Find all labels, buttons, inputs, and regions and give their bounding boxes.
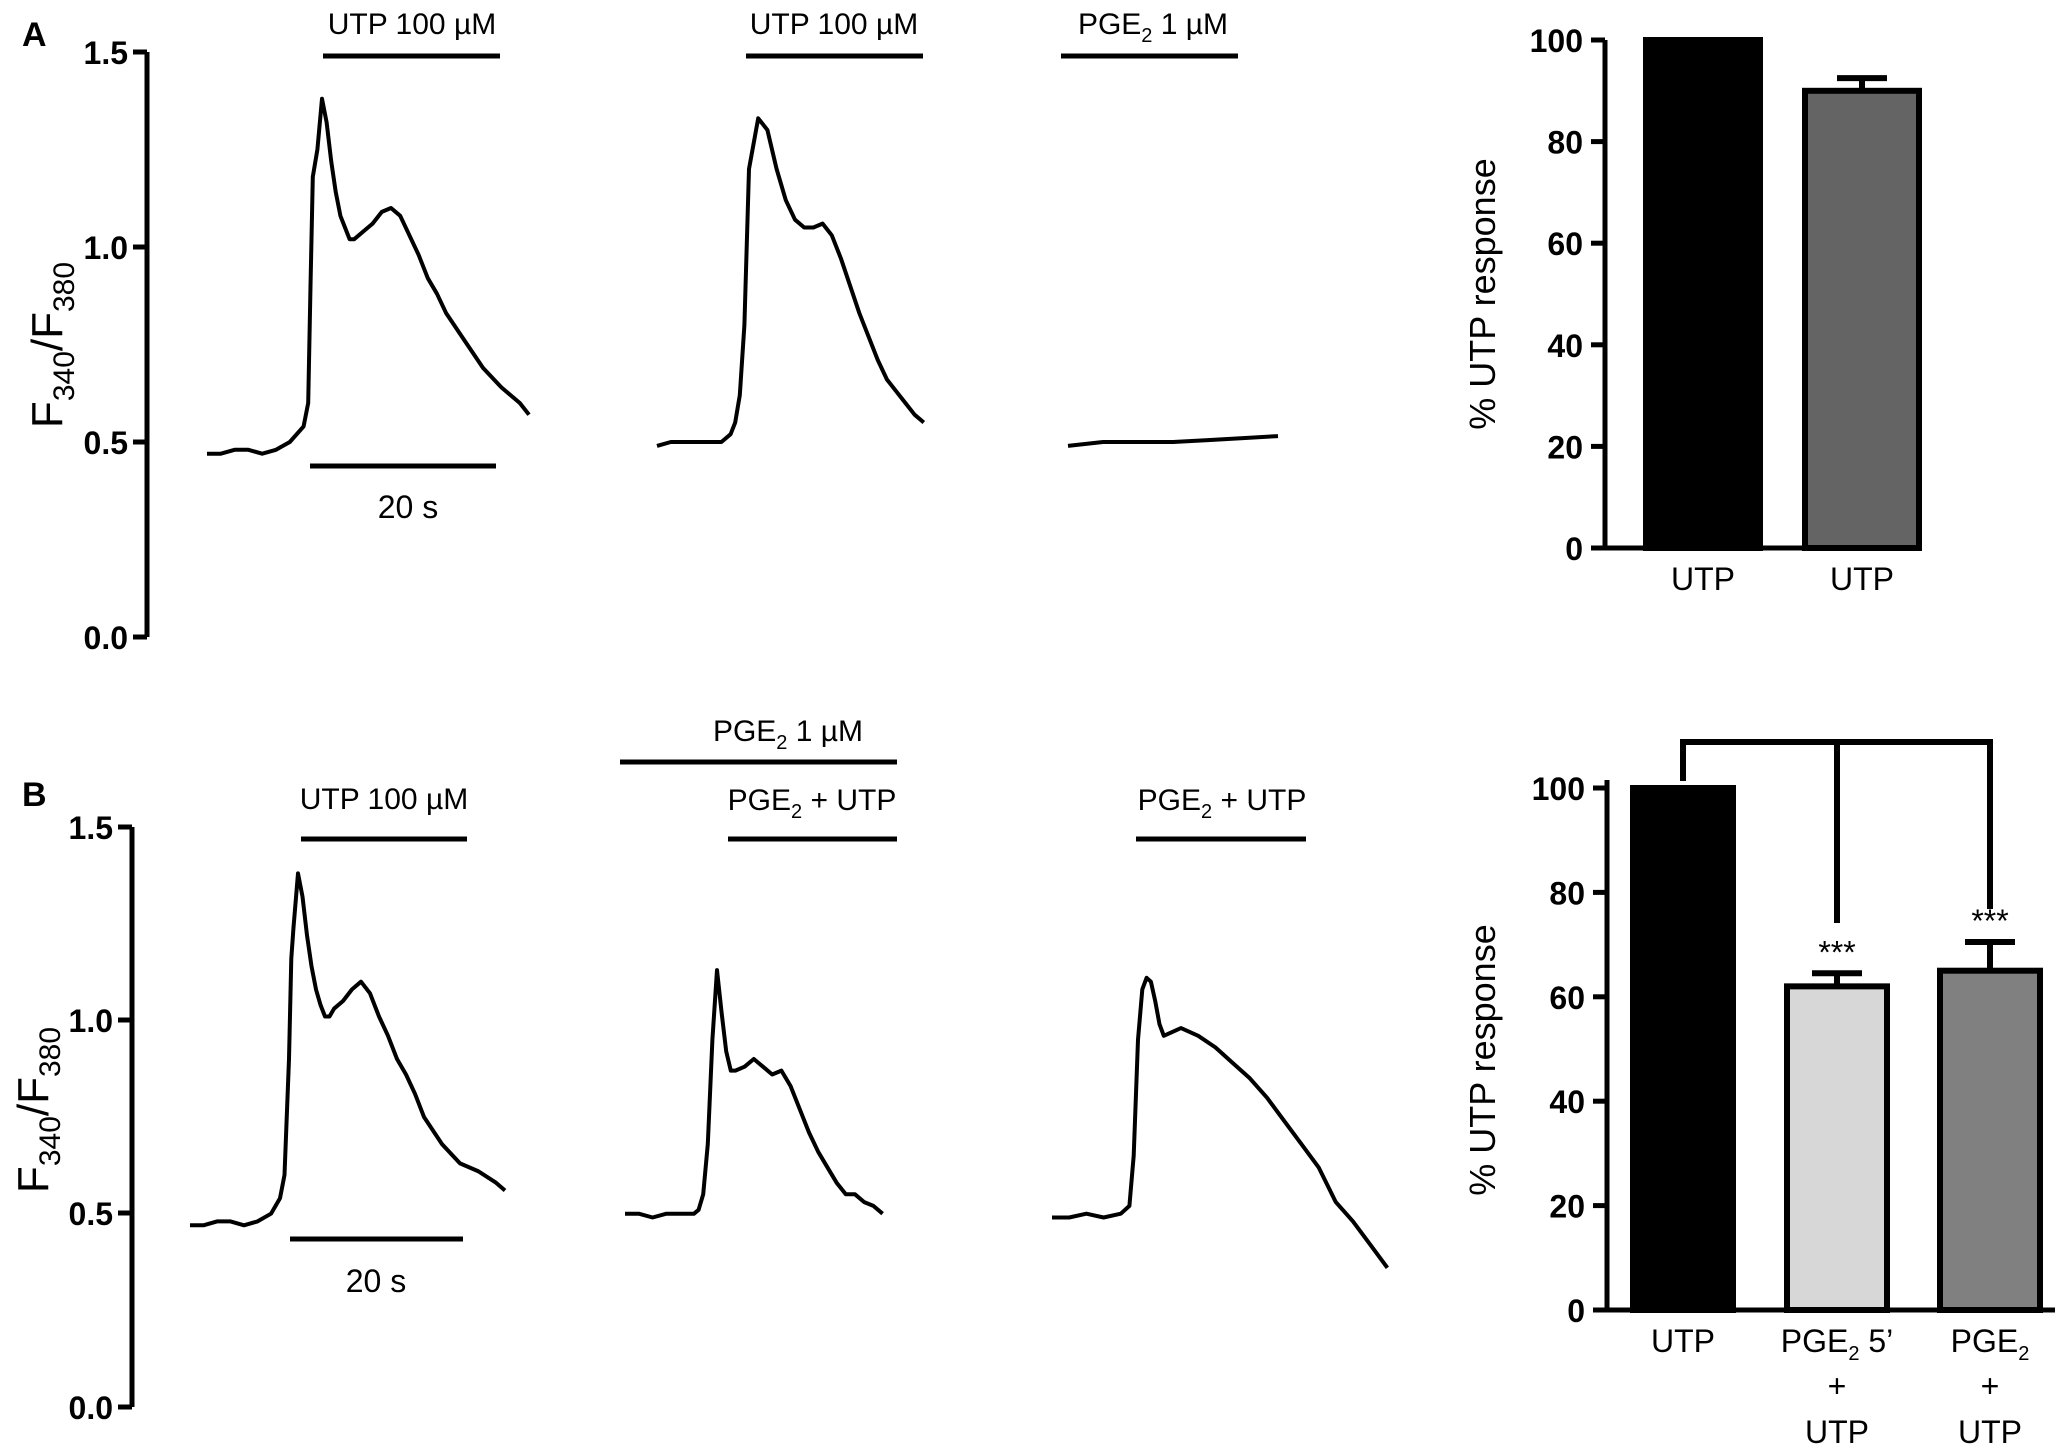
panel-b-traces: 1.5 1.0 0.5 0.0 F340/F380 PGE2 1 µM UTP … [9,715,1390,1426]
stimulus-label: PGE2 1 µM [1078,8,1228,47]
y-tick-label: 60 [1549,980,1585,1016]
trace-line [207,96,531,456]
trace-line [1067,434,1279,448]
bar [1937,967,2043,1313]
x-tick-label: UTP [1671,561,1735,597]
y-axis-label: % UTP response [1462,924,1503,1195]
bar [1630,785,1736,1313]
y-tick-label: 1.5 [84,35,128,71]
y-tick-label: 0.0 [69,1390,113,1426]
y-tick-label: 40 [1547,328,1583,364]
y-tick-label: 1.5 [69,810,113,846]
y-tick-label: 0.5 [69,1196,113,1232]
bars: *** *** [1630,785,2043,1313]
y-tick-label: 0.0 [84,620,128,656]
y-axis-ticks: 0 20 40 60 80 100 [1532,771,1607,1329]
y-axis-ticks [133,49,147,640]
panel-a-traces: 1.5 1.0 0.5 0.0 F340/F380 UTP 100 µM 20 … [23,8,1279,656]
trace-line [190,871,507,1228]
stimulus-label: PGE2 + UTP [1138,784,1307,823]
bars [1643,37,1922,552]
y-tick-label: 80 [1547,125,1583,161]
y-axis-label: F340/F380 [9,1027,67,1193]
time-scale-label: 20 s [378,489,438,525]
y-tick-label: 1.0 [84,230,128,266]
stimulus-label: UTP 100 µM [750,8,918,41]
y-tick-label: 100 [1532,771,1585,807]
y-tick-label: 0 [1567,1293,1585,1329]
panel-a-bar-chart: 0 20 40 60 80 100 % UTP response UTP UTP [1462,23,1922,597]
x-tick-label: UTP [1651,1323,1715,1359]
panel-label-a: A [22,16,47,54]
x-tick-label: + [1981,1368,2000,1404]
y-tick-label: 1.0 [69,1003,113,1039]
trace-line [1052,975,1390,1269]
x-axis-labels: UTP UTP [1671,561,1894,597]
y-tick-label: 60 [1547,226,1583,262]
y-axis-label: F340/F380 [23,262,81,428]
y-tick-label: 40 [1549,1084,1585,1120]
x-tick-label: + [1828,1368,1847,1404]
x-tick-label: PGE2 [1951,1323,2030,1365]
y-tick-label: 20 [1549,1189,1585,1225]
time-scale-label: 20 s [346,1263,406,1299]
bar [1643,37,1763,551]
x-tick-label: UTP [1805,1414,1869,1450]
y-axis-ticks [118,824,132,1410]
bar [1784,983,1890,1313]
significance-bracket [1680,739,1993,923]
x-tick-label: UTP [1830,561,1894,597]
x-tick-label: UTP [1958,1414,2022,1450]
trace-line [625,968,884,1220]
y-axis-label: % UTP response [1462,158,1503,429]
y-axis-ticks: 0 20 40 60 80 100 [1530,23,1605,567]
y-tick-label: 100 [1530,23,1583,59]
bar [1802,87,1922,552]
y-tick-label: 80 [1549,875,1585,911]
y-tick-label: 20 [1547,429,1583,465]
panel-label-b: B [22,776,47,814]
significance-label: *** [1971,903,2008,939]
y-tick-label: 0.5 [84,425,128,461]
significance-label: *** [1818,934,1855,970]
y-tick-label: 0 [1565,531,1583,567]
panel-b-bar-chart: 0 20 40 60 80 100 % UTP response *** *** UTP PG… [1462,739,2055,1450]
trace-line [656,116,926,448]
x-tick-label: PGE2 5’ [1781,1323,1894,1365]
stimulus-label: UTP 100 µM [328,8,496,41]
stimulus-label: UTP 100 µM [300,783,468,816]
stimulus-label: PGE2 + UTP [728,784,897,823]
pretreatment-label: PGE2 1 µM [713,715,863,754]
